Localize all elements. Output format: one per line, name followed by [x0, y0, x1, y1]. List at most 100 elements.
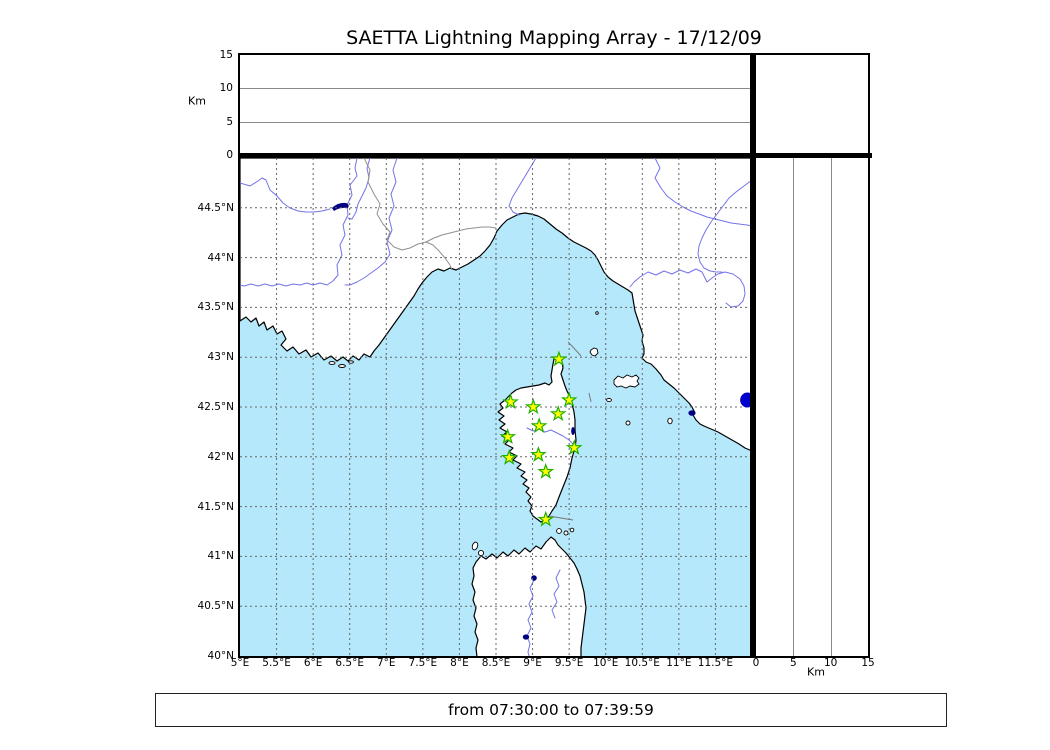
pianosa-island [606, 397, 612, 403]
altitude-gridline-5km [240, 122, 752, 123]
river [344, 158, 398, 286]
longitude-tick-label: 10.5°E [624, 656, 660, 669]
altitude-tick-label: 5 [789, 656, 797, 669]
sardinia-island [471, 536, 587, 656]
time-range-text: from 07:30:00 to 07:39:59 [448, 701, 654, 719]
lake [332, 202, 349, 211]
corner-panel [754, 53, 870, 157]
land-masses [240, 158, 752, 656]
zero-km-baseline [238, 153, 872, 158]
longitude-tick-label: 9°E [523, 656, 542, 669]
river [526, 579, 535, 656]
altitude-tick-label: 10 [823, 656, 838, 669]
latitude-tick-label: 41.5°N [197, 500, 234, 513]
longitude-tick-label: 7°E [376, 656, 396, 669]
lake [522, 634, 530, 640]
station-star-marker [524, 398, 542, 415]
latitude-tick-label: 40.5°N [197, 599, 234, 612]
latitude-tick-label: 43.5°N [197, 301, 234, 314]
longitude-tick-label: 5°E [230, 656, 250, 669]
line-feature [567, 341, 582, 357]
station-star-marker [560, 391, 578, 408]
coastal-lagoon [688, 410, 696, 416]
latitude-tick-label: 41°N [207, 550, 234, 563]
station-star-marker [500, 448, 518, 466]
station-star-marker [502, 393, 520, 410]
altitude-tick-label: 10 [219, 82, 233, 95]
lat-lon-gridlines [240, 158, 752, 656]
altitude-gridline-5km [793, 158, 794, 656]
top-panel-axis-label: Km [188, 94, 206, 108]
corsica-island [497, 356, 577, 523]
maddalena-island [563, 530, 569, 536]
lakes [332, 202, 696, 640]
river [697, 179, 752, 273]
latitude-tick-label: 43°N [207, 350, 234, 363]
latitude-tick-label: 44.5°N [197, 201, 234, 214]
altitude-latitude-panel [754, 156, 870, 658]
giglio-island [667, 417, 673, 425]
river [508, 158, 537, 216]
river [240, 177, 331, 213]
line-features [548, 341, 592, 521]
altitude-tick-label: 0 [226, 148, 233, 161]
region-border [425, 226, 497, 243]
time-range-box: from 07:30:00 to 07:39:59 [155, 693, 947, 727]
asinara-island [471, 541, 479, 551]
longitude-tick-label: 9.5°E [554, 656, 584, 669]
longitude-tick-label: 8.5°E [481, 656, 511, 669]
longitude-tick-label: 5.5°E [262, 656, 291, 669]
longitude-tick-label: 10°E [593, 656, 619, 669]
montecristo-island [625, 420, 631, 426]
map-right-divider [750, 53, 756, 658]
altitude-tick-label: 5 [226, 115, 233, 128]
mainland-france-italy-coast [240, 158, 752, 452]
map-svg [240, 158, 752, 656]
elba-island [613, 374, 640, 389]
longitude-tick-label: 11°E [666, 656, 692, 669]
right-panel-axis-label: Km [807, 665, 825, 679]
station-star-marker [499, 428, 517, 444]
altitude-tick-label: 15 [219, 48, 233, 61]
longitude-tick-label: 8°E [450, 656, 469, 669]
station-star-marker [537, 462, 555, 479]
altitude-tick-label: 0 [752, 656, 760, 669]
latitude-tick-label: 44°N [207, 251, 234, 264]
rivers [240, 158, 752, 656]
hyeres-island [348, 360, 354, 364]
maddalena-island [569, 527, 575, 533]
latitude-tick-label: 42°N [207, 450, 234, 463]
station-star-marker [537, 510, 555, 527]
station-star-marker [530, 417, 548, 434]
river-arno [629, 268, 746, 308]
river [347, 158, 371, 220]
lma-stations [499, 350, 583, 527]
latitude-tick-label: 40°N [207, 649, 234, 662]
longitude-tick-label: 7.5°E [408, 656, 438, 669]
altitude-gridline-10km [831, 158, 832, 656]
coastal-lagoon [571, 427, 575, 435]
station-star-marker [550, 350, 568, 367]
latitude-tick-label: 42.5°N [197, 400, 234, 413]
asinara-island [477, 549, 485, 557]
lake [531, 575, 537, 581]
france-italy-border [363, 158, 453, 271]
event-dot [740, 392, 752, 408]
capraia-island [589, 347, 599, 357]
altitude-tick-label: 15 [861, 656, 875, 669]
river [654, 158, 752, 227]
plot-title: SAETTA Lightning Mapping Array - 17/12/0… [346, 27, 762, 49]
station-star-marker [565, 438, 583, 456]
lightning-source-dot [740, 392, 752, 408]
maddalena-island [556, 528, 562, 534]
altitude-gridline-10km [240, 88, 752, 89]
longitude-tick-label: 11.5°E [697, 656, 734, 669]
hyeres-island [328, 361, 336, 365]
longitude-tick-label: 6°E [303, 656, 323, 669]
river [551, 569, 561, 619]
line-feature [588, 392, 592, 403]
country-borders [363, 158, 497, 271]
longitude-tick-label: 6.5°E [335, 656, 364, 669]
station-star-marker [530, 445, 547, 463]
